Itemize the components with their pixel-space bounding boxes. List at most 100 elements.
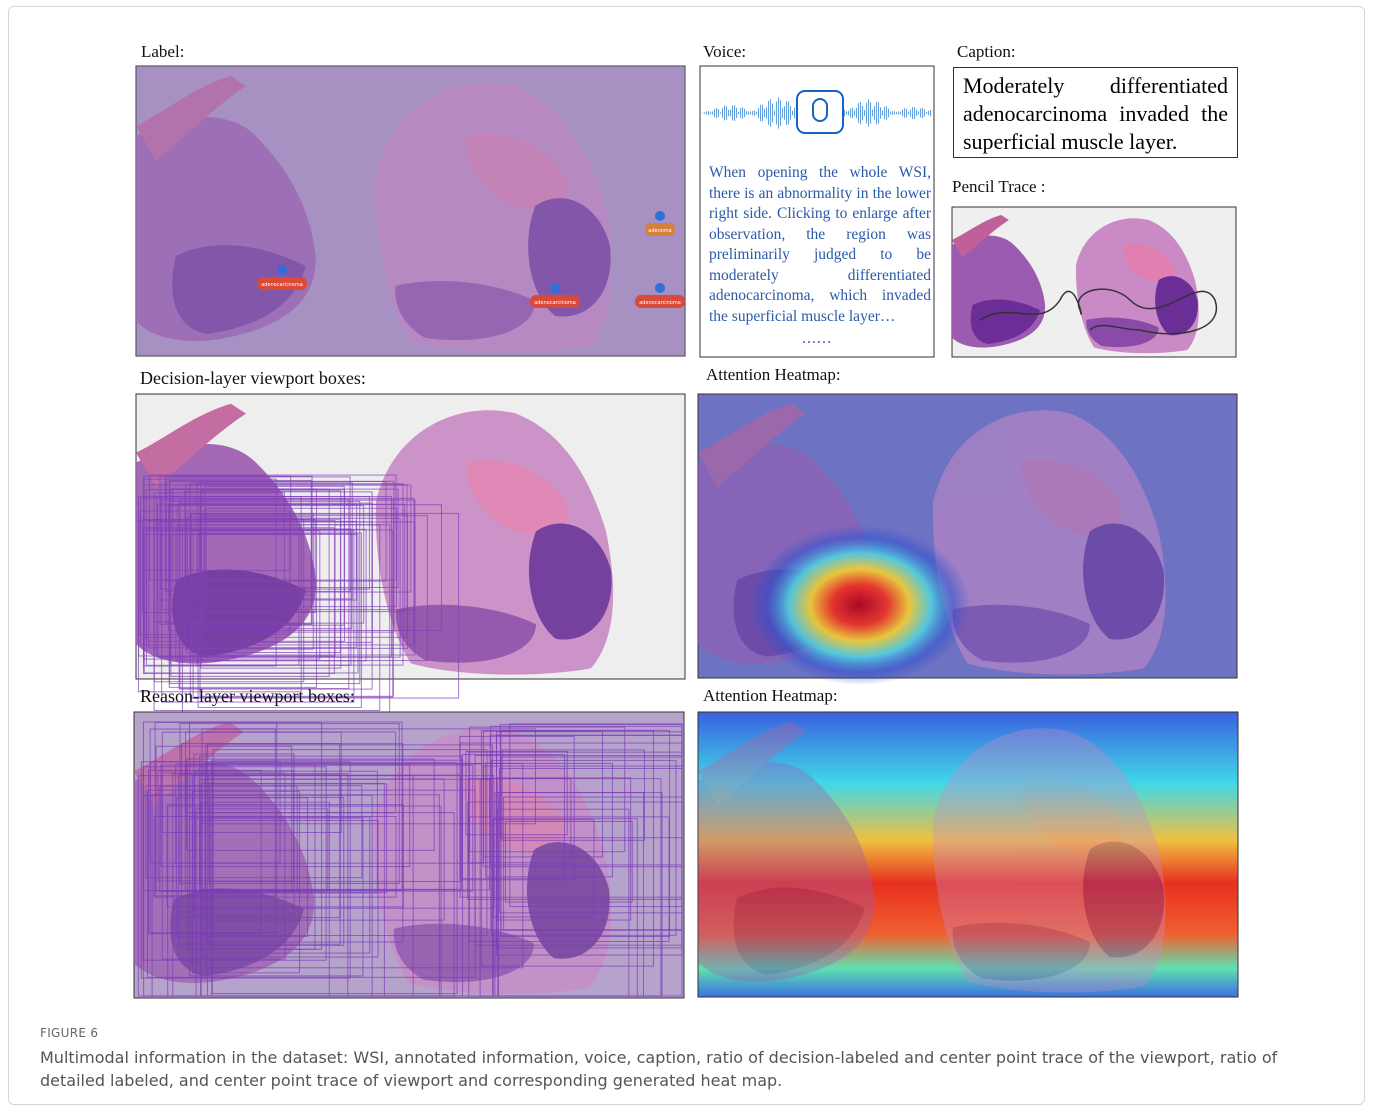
figure-caption: Multimodal information in the dataset: W… [40, 1046, 1340, 1092]
wave-bar [850, 109, 851, 118]
wave-bar [784, 106, 785, 119]
wave-bar [868, 99, 869, 126]
wave-bar [896, 112, 897, 114]
wave-bar [780, 100, 781, 126]
wave-bar [758, 108, 759, 118]
wave-bar [854, 110, 855, 116]
tag-icon [277, 265, 287, 275]
wave-bar [916, 110, 917, 116]
wave-bar [722, 108, 723, 118]
wave-bar [742, 107, 743, 119]
wave-bar [892, 111, 893, 115]
panel-title: Label: [141, 42, 184, 62]
wave-bar [878, 102, 879, 123]
wave-bar [900, 112, 901, 114]
panel-title: Reason-layer viewport boxes: [140, 686, 355, 707]
wave-bar [730, 109, 731, 116]
wave-bar [866, 103, 867, 124]
wave-bar [766, 107, 767, 118]
wave-bar [768, 101, 769, 125]
wave-bar [776, 102, 777, 125]
wave-bar [738, 112, 739, 114]
wave-bar [712, 111, 713, 114]
wave-bar [756, 112, 757, 115]
wave-bar [752, 111, 753, 115]
wave-bar [930, 110, 931, 116]
wave-bar [764, 109, 765, 117]
wave-bar [920, 108, 921, 117]
panel-title: Attention Heatmap: [703, 686, 838, 706]
wave-bar [740, 108, 741, 117]
voice-transcript: When opening the whole WSI, there is an … [709, 163, 931, 327]
tag-label: adenocarcinoma [261, 282, 303, 288]
panel-title: Attention Heatmap: [706, 365, 841, 385]
wave-bar [778, 97, 779, 128]
wave-bar [888, 109, 889, 118]
panel-title: Caption: [957, 42, 1016, 62]
wave-bar [710, 112, 711, 115]
wave-bar [794, 108, 795, 118]
figure-label: FIGURE 6 [40, 1026, 98, 1040]
wave-bar [846, 111, 847, 114]
wave-bar [870, 102, 871, 124]
wave-bar [858, 103, 859, 123]
wave-bar [736, 108, 737, 118]
wave-bar [716, 108, 717, 118]
wave-bar [922, 108, 923, 119]
panel-title: Pencil Trace : [952, 177, 1046, 197]
wave-bar [912, 107, 913, 119]
wave-bar [872, 110, 873, 117]
tag-label: adenocarcinoma [639, 300, 681, 306]
caption-text: Moderately differentiated adenocarcinoma… [953, 67, 1238, 158]
tag-icon [550, 283, 560, 293]
wave-bar [724, 106, 725, 121]
wave-bar [844, 110, 845, 117]
wave-bar [720, 112, 721, 113]
wave-bar [898, 111, 899, 114]
wave-bar [754, 110, 755, 115]
wave-bar [864, 110, 865, 116]
wave-bar [746, 111, 747, 115]
wave-bar [904, 108, 905, 117]
wave-bar [876, 102, 877, 125]
wave-bar [928, 111, 929, 115]
wave-bar [772, 104, 773, 123]
wave-bar [926, 112, 927, 114]
wave-bar [718, 109, 719, 117]
wave-bar [706, 111, 707, 114]
wave-bar [726, 106, 727, 120]
wave-bar [906, 109, 907, 117]
wave-bar [918, 111, 919, 114]
wave-bar [782, 108, 783, 118]
wave-bar [848, 111, 849, 116]
wave-bar [734, 105, 735, 121]
wave-bar [770, 99, 771, 127]
wave-bar [882, 111, 883, 116]
wave-bar [862, 106, 863, 120]
wave-bar [744, 109, 745, 118]
wave-bar [908, 112, 909, 115]
wave-bar [874, 106, 875, 120]
wave-bar [902, 110, 903, 117]
tag-label: adenocarcinoma [534, 300, 576, 306]
panel-title: Decision-layer viewport boxes: [140, 368, 366, 389]
wave-bar [894, 111, 895, 114]
wave-bar [860, 102, 861, 124]
wave-bar [714, 109, 715, 117]
wave-bar [856, 108, 857, 118]
wave-bar [762, 105, 763, 122]
wave-bar [852, 108, 853, 118]
wave-bar [750, 112, 751, 115]
wave-bar [732, 106, 733, 121]
wave-bar [880, 107, 881, 118]
wave-bar [786, 101, 787, 125]
wave-bar [910, 110, 911, 117]
wave-bar [884, 107, 885, 120]
wave-bar [924, 109, 925, 116]
wave-bar [886, 106, 887, 119]
panel-title: Voice: [703, 42, 746, 62]
wave-bar [790, 106, 791, 119]
voice-ellipsis: ...... [700, 330, 934, 348]
page: adenocarcinomaadenomaadenocarcinomaadeno… [0, 0, 1375, 1113]
wave-bar [702, 113, 703, 114]
